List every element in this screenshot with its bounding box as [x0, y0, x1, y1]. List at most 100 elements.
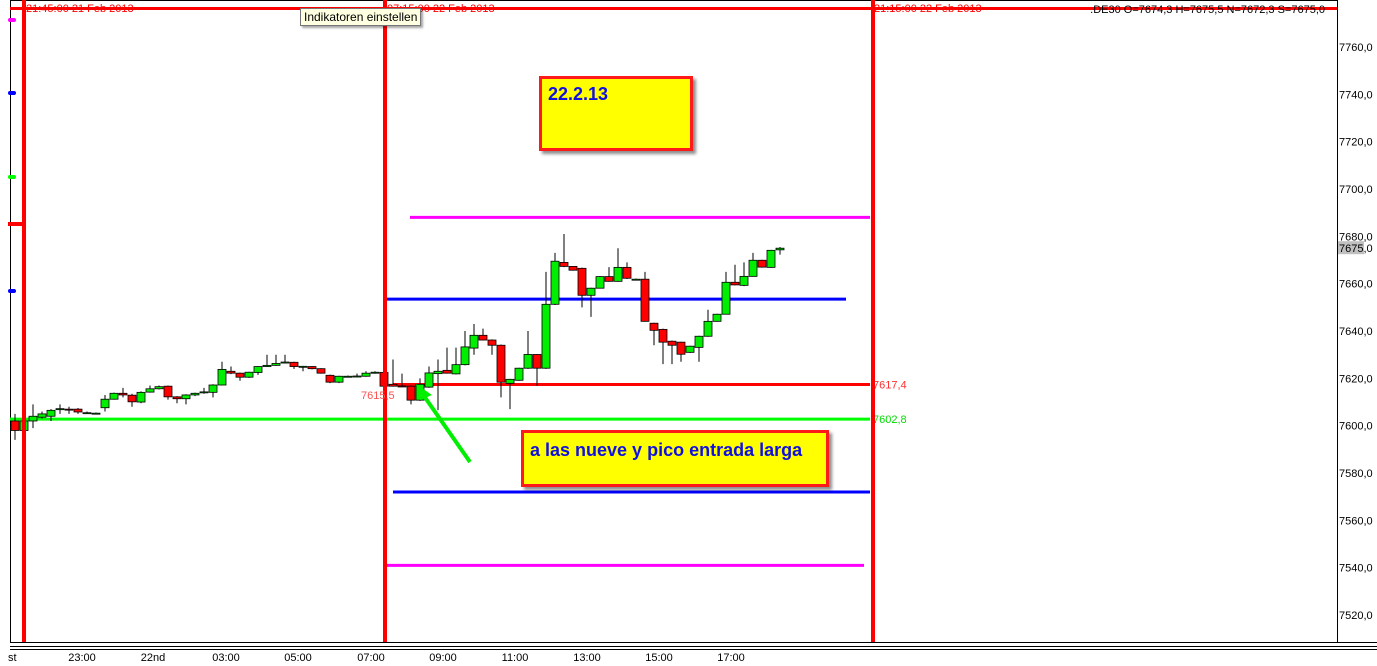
vertical-line-2[interactable] [383, 0, 387, 642]
candle-body [568, 266, 578, 271]
candle-body [757, 259, 767, 268]
candle [145, 385, 155, 393]
entry-annotation[interactable]: a las nueve y pico entrada larga [521, 430, 829, 487]
candle [622, 262, 632, 279]
candle [181, 394, 191, 405]
candle-body [460, 346, 470, 366]
candle-body [523, 354, 533, 369]
candle-body [262, 364, 272, 367]
candle [10, 413, 20, 440]
candle [217, 361, 227, 386]
last-price-label: 7675,0 [1339, 243, 1373, 255]
candle-body [64, 408, 74, 411]
green-arrow[interactable] [416, 384, 472, 464]
candle [253, 366, 263, 375]
candle-body [667, 340, 677, 346]
magenta-level-marker[interactable] [8, 18, 16, 22]
candle [568, 265, 578, 271]
candle-body [136, 391, 146, 403]
candle [397, 373, 407, 388]
candle [424, 366, 434, 388]
x-tick-label: 09:00 [429, 652, 457, 664]
green-arrow-head [416, 384, 432, 400]
candle-body [712, 313, 722, 322]
x-tick-label: 11:00 [502, 652, 529, 664]
candle [199, 387, 209, 394]
candle-body [271, 363, 281, 366]
candle [118, 387, 128, 398]
candle [694, 335, 704, 362]
candle [235, 372, 245, 381]
blue-level-marker-2[interactable] [8, 289, 16, 293]
candle-body [478, 334, 488, 341]
y-tick-label: 7680,0 [1339, 231, 1373, 243]
candle-body [487, 339, 497, 346]
candle-body [307, 366, 317, 370]
candle [289, 361, 299, 369]
candle [478, 328, 488, 341]
candle-body [658, 328, 668, 343]
vertical-line-1[interactable] [22, 0, 26, 642]
candle [766, 249, 776, 268]
x-tick-label: 23:00 [68, 652, 96, 664]
candle-body [622, 266, 632, 279]
candle [190, 392, 200, 397]
candle [325, 374, 335, 384]
quote-readout: .DE30 O=7674,3 H=7675,5 N=7672,3 S=7675,… [1090, 4, 1325, 16]
candle [55, 404, 65, 414]
top-red-line[interactable] [10, 7, 1337, 10]
candle-body [748, 259, 758, 277]
candle [343, 375, 353, 378]
candle-body [406, 385, 416, 401]
tooltip: Indikatoren einstellen [300, 8, 422, 26]
candle [676, 341, 686, 362]
candle [91, 412, 101, 415]
candle-body [424, 372, 434, 388]
candle-body [28, 415, 38, 422]
candle-body [694, 335, 704, 348]
candle-body [100, 398, 110, 409]
candle-body [118, 392, 128, 396]
candle [442, 347, 452, 374]
candle-body [127, 394, 137, 403]
price-label-left: 7615,5 [361, 390, 395, 402]
candle [505, 378, 515, 410]
candle-body [181, 394, 191, 400]
candle [730, 264, 740, 286]
y-tick-label: 7740,0 [1339, 89, 1373, 101]
candle-body [91, 412, 101, 415]
y-tick-label: 7520,0 [1339, 610, 1373, 622]
candle-body [559, 261, 569, 267]
candle-body [640, 278, 650, 322]
blue-level-marker[interactable] [8, 91, 16, 95]
candle [541, 271, 551, 369]
y-tick-label: 7620,0 [1339, 373, 1373, 385]
candle [73, 407, 83, 414]
candle-body [496, 344, 506, 383]
candle [586, 287, 596, 317]
candle-body [685, 345, 695, 353]
candle [721, 271, 731, 315]
candle [433, 359, 443, 411]
candle-body [739, 275, 749, 286]
candle-body [343, 375, 353, 378]
vertical-line-3[interactable] [871, 0, 875, 642]
candle-body [82, 412, 92, 415]
candle [316, 368, 326, 374]
candle-body [469, 334, 479, 349]
candle [460, 331, 470, 366]
candle [28, 404, 38, 429]
candle [361, 371, 371, 377]
candle-body [631, 278, 641, 281]
date-annotation[interactable]: 22.2.13 [539, 76, 693, 151]
candle [604, 267, 614, 282]
candle-body [541, 303, 551, 369]
candle [262, 354, 272, 368]
candle-body [316, 368, 326, 374]
candle [64, 406, 74, 414]
green-level-marker[interactable] [8, 175, 16, 179]
candle-body [145, 388, 155, 393]
candle-body [235, 372, 245, 378]
red-level-marker[interactable] [8, 222, 24, 226]
